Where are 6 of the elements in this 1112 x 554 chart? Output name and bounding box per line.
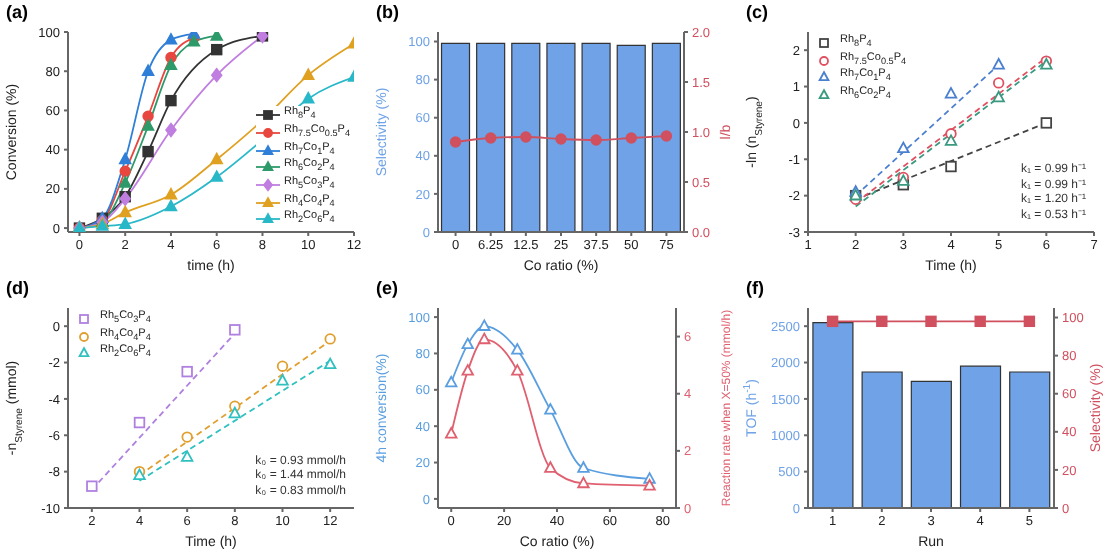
chart-title: (d) xyxy=(6,278,29,298)
chart-title: (b) xyxy=(376,2,399,22)
chart-title: (e) xyxy=(376,278,398,298)
chart-title: (c) xyxy=(746,2,768,22)
chart-title: (f) xyxy=(746,278,764,298)
chart-title: (a) xyxy=(6,2,28,22)
